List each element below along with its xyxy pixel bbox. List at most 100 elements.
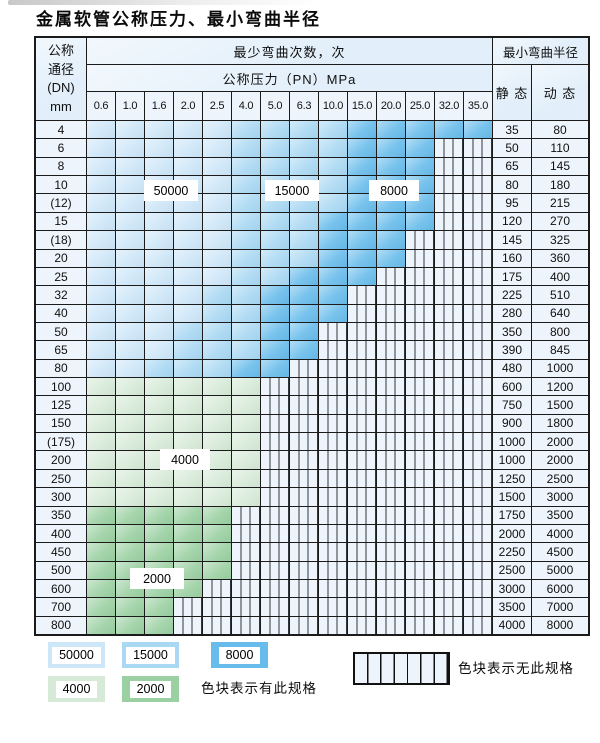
spec-cell — [319, 286, 347, 304]
static-radius-cell: 50 — [493, 139, 531, 157]
pressure-tick: 2.5 — [203, 92, 231, 120]
dynamic-radius-cell: 800 — [532, 322, 588, 341]
no-spec-cell — [435, 396, 463, 414]
static-radius-cell: 65 — [493, 157, 531, 176]
spec-cell — [87, 359, 115, 378]
no-spec-cell — [464, 139, 492, 157]
spec-cell — [232, 176, 260, 194]
spec-cell — [232, 378, 260, 396]
no-spec-cell — [319, 524, 347, 543]
static-radius-cell: 1000 — [493, 433, 531, 451]
spec-cell — [290, 267, 318, 286]
no-spec-cell — [377, 322, 405, 341]
no-spec-cell — [435, 378, 463, 396]
no-spec-cell — [377, 378, 405, 396]
no-spec-cell — [435, 231, 463, 249]
pressure-tick: 20.0 — [377, 92, 405, 120]
no-spec-cell — [406, 506, 434, 524]
no-spec-cell — [464, 506, 492, 524]
no-spec-cell — [232, 616, 260, 635]
spec-cell — [377, 157, 405, 176]
no-spec-cell — [435, 598, 463, 616]
no-spec-cell — [464, 267, 492, 286]
no-spec-cell — [261, 524, 289, 543]
spec-cell — [145, 414, 173, 433]
spec-cell — [203, 176, 231, 194]
spec-cell — [87, 249, 115, 267]
bend-cycles-header: 最少弯曲次数，次 — [87, 38, 492, 64]
no-spec-cell — [290, 598, 318, 616]
static-radius-cell: 2000 — [493, 524, 531, 543]
spec-cell — [116, 524, 144, 543]
no-spec-cell — [377, 396, 405, 414]
bend-count-label-50000: 50000 — [144, 180, 198, 201]
spec-cell — [377, 121, 405, 139]
no-spec-cell — [377, 414, 405, 433]
no-spec-cell — [406, 286, 434, 304]
static-radius-cell: 600 — [493, 378, 531, 396]
no-spec-cell — [319, 378, 347, 396]
no-spec-cell — [377, 616, 405, 635]
no-spec-cell — [290, 506, 318, 524]
dynamic-radius-cell: 2000 — [532, 433, 588, 451]
spec-cell — [174, 543, 202, 561]
spec-cell — [87, 488, 115, 506]
no-spec-cell — [261, 598, 289, 616]
no-spec-cell — [348, 396, 376, 414]
spec-cell — [116, 121, 144, 139]
spec-cell — [203, 286, 231, 304]
no-spec-cell — [406, 433, 434, 451]
dn-cell: 300 — [36, 488, 86, 506]
no-spec-cell — [290, 616, 318, 635]
dynamic-radius-cell: 7000 — [532, 598, 588, 616]
spec-cell — [203, 304, 231, 322]
no-spec-cell — [261, 451, 289, 469]
spec-cell — [116, 433, 144, 451]
no-spec-cell — [464, 231, 492, 249]
static-radius-cell: 350 — [493, 322, 531, 341]
spec-cell — [116, 212, 144, 231]
spec-cell — [232, 488, 260, 506]
bend-count-label-2000: 2000 — [130, 568, 184, 589]
spec-cell — [145, 378, 173, 396]
dynamic-radius-cell: 1000 — [532, 359, 588, 378]
static-radius-cell: 4000 — [493, 616, 531, 635]
spec-cell — [145, 304, 173, 322]
spec-cell — [145, 121, 173, 139]
dn-cell: 350 — [36, 506, 86, 524]
spec-cell — [290, 249, 318, 267]
dynamic-radius-cell: 510 — [532, 286, 588, 304]
spec-cell — [348, 231, 376, 249]
no-spec-cell — [435, 359, 463, 378]
no-spec-cell — [435, 194, 463, 212]
no-spec-cell — [435, 543, 463, 561]
no-spec-cell — [406, 267, 434, 286]
no-spec-cell — [290, 378, 318, 396]
dn-cell: 65 — [36, 341, 86, 359]
spec-cell — [145, 157, 173, 176]
legend-no-spec-swatch — [353, 652, 450, 685]
dynamic-radius-cell: 145 — [532, 157, 588, 176]
spec-cell — [116, 194, 144, 212]
spec-cell — [145, 543, 173, 561]
spec-cell — [116, 543, 144, 561]
spec-cell — [116, 304, 144, 322]
static-radius-cell: 3000 — [493, 579, 531, 598]
spec-cell — [87, 322, 115, 341]
no-spec-cell — [377, 469, 405, 488]
dn-cell: 150 — [36, 414, 86, 433]
spec-cell — [261, 121, 289, 139]
spec-cell — [348, 121, 376, 139]
no-spec-cell — [348, 561, 376, 579]
no-spec-cell — [377, 561, 405, 579]
no-spec-cell — [319, 396, 347, 414]
page-title: 金属软管公称压力、最小弯曲半径 — [36, 10, 321, 30]
no-spec-cell — [290, 469, 318, 488]
spec-cell — [145, 433, 173, 451]
no-spec-cell — [406, 598, 434, 616]
static-radius-cell: 175 — [493, 267, 531, 286]
dynamic-radius-cell: 1800 — [532, 414, 588, 433]
dynamic-radius-cell: 1200 — [532, 378, 588, 396]
spec-cell — [174, 524, 202, 543]
static-radius-cell: 1000 — [493, 451, 531, 469]
